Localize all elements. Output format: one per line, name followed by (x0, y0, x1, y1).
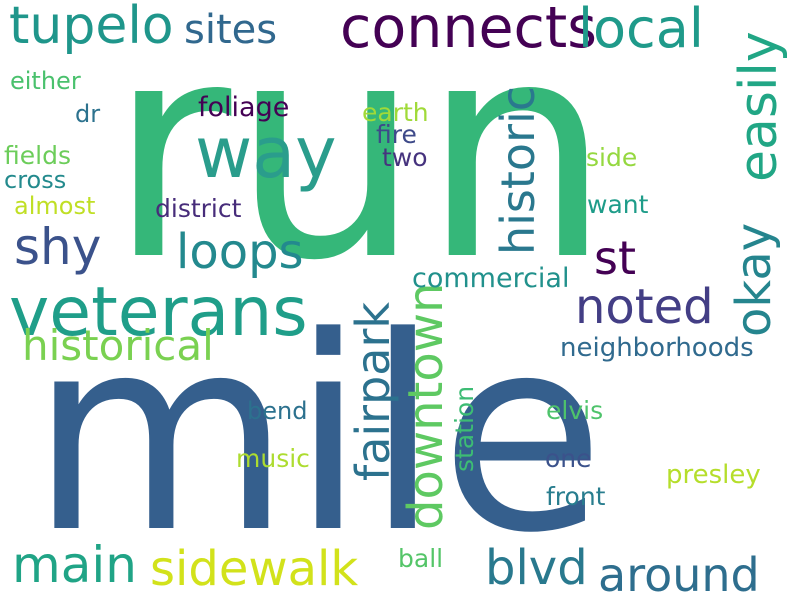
word-blvd: blvd (485, 540, 588, 596)
word-elvis: elvis (546, 396, 604, 425)
word-noted: noted (575, 279, 714, 335)
word-one: one (545, 444, 592, 473)
word-mile: mile (30, 280, 605, 592)
word-connects: connects (340, 0, 597, 61)
word-music: music (236, 444, 310, 473)
word-front: front (546, 482, 606, 511)
word-station: station (450, 385, 479, 472)
word-veterans: veterans (9, 273, 308, 352)
word-earth: earth (362, 98, 429, 127)
word-tupelo: tupelo (9, 0, 174, 56)
word-cross: cross (4, 166, 67, 194)
word-historical: historical (22, 321, 214, 370)
word-foliage: foliage (198, 92, 290, 123)
word-sites: sites (184, 7, 278, 53)
word-main: main (12, 536, 137, 594)
word-downtown: downtown (398, 282, 454, 530)
word-dr: dr (75, 100, 101, 128)
word-shy: shy (14, 218, 102, 276)
word-bend: bend (247, 397, 308, 425)
word-ball: ball (398, 544, 444, 573)
word-neighborhoods: neighborhoods (560, 333, 754, 363)
word-district: district (155, 194, 242, 223)
word-run: run (108, 0, 612, 326)
word-fairpark: fairpark (346, 301, 400, 481)
word-around: around (598, 548, 760, 600)
word-commercial: commercial (412, 263, 570, 294)
word-two: two (382, 143, 428, 172)
word-local: local (578, 0, 704, 60)
word-fire: fire (376, 120, 417, 149)
word-either: either (10, 67, 81, 95)
word-almost: almost (14, 192, 96, 220)
word-presley: presley (666, 460, 761, 490)
word-loops: loops (176, 224, 304, 280)
word-easily-vertical: easily (729, 31, 789, 182)
word-way: way (195, 112, 337, 194)
word-want: want (587, 190, 649, 219)
word-okay: okay (726, 222, 782, 337)
word-historic: historic (491, 85, 545, 255)
word-fields: fields (4, 141, 71, 170)
word-st: st (594, 231, 637, 285)
word-side: side (586, 143, 638, 172)
word-sidewalk: sidewalk (150, 541, 359, 597)
